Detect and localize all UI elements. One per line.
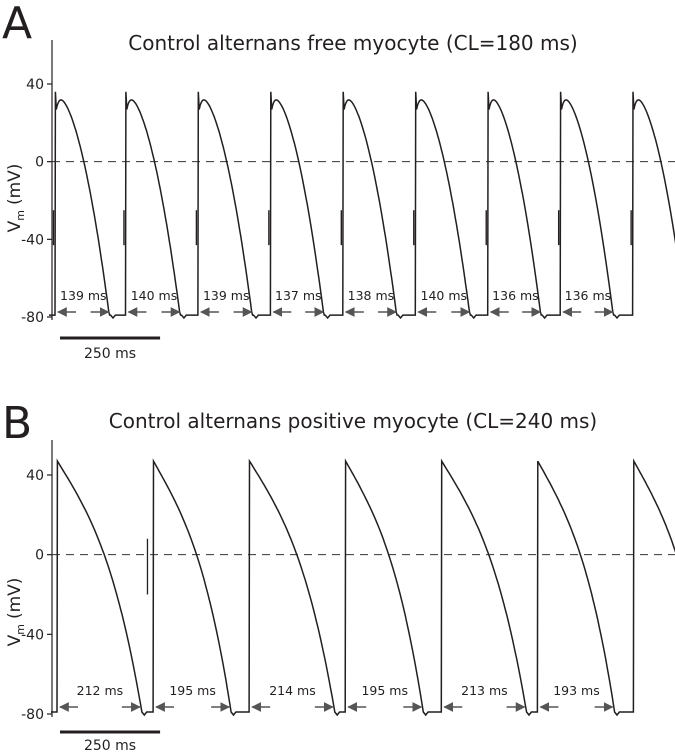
panel-b-ytick-label: -80: [21, 707, 44, 723]
panel-b-ytick-label: 0: [35, 548, 44, 564]
panel-a-apd-label: 139 ms: [203, 288, 250, 303]
panel-b-apd-label: 195 ms: [169, 683, 216, 698]
panel-a-ytick-label: 40: [26, 77, 44, 93]
panel-b-ylabel: Vm (mV): [5, 578, 27, 647]
panel-a-apd-label: 138 ms: [348, 288, 395, 303]
panel-b-apd-label: 195 ms: [361, 683, 408, 698]
panel-a-ylabel-sub: m: [14, 210, 27, 221]
panel-b-apd-label: 214 ms: [269, 683, 316, 698]
panel-a: A Control alternans free myocyte (CL=180…: [2, 0, 675, 362]
panel-b-ytick-label: 40: [26, 468, 44, 484]
panel-a-apd-label: 136 ms: [565, 288, 612, 303]
panel-b-ytick-label: -40: [21, 627, 44, 643]
panel-a-voltage-trace: [49, 91, 675, 320]
panel-a-apd-label: 139 ms: [60, 288, 107, 303]
panel-b-apd-label: 193 ms: [553, 683, 600, 698]
panel-a-apd-label: 140 ms: [421, 288, 468, 303]
panel-a-ylabel: Vm (mV): [5, 164, 27, 233]
panel-b: B Control alternans positive myocyte (CL…: [2, 398, 675, 753]
panel-b-ylabel-v: V: [5, 634, 25, 646]
panel-a-apd-label: 136 ms: [492, 288, 539, 303]
svg-text:Vm(mV): Vm (mV): [5, 164, 27, 233]
panel-a-ytick-label: -80: [21, 310, 44, 326]
panel-a-scale-bar-label: 250 ms: [84, 346, 136, 362]
panel-b-ylabel-unit: (mV): [5, 578, 25, 619]
panel-b-apd-label: 212 ms: [77, 683, 124, 698]
panel-b-voltage-trace: [51, 458, 675, 717]
panel-a-letter: A: [2, 0, 32, 49]
panel-a-ylabel-v: V: [5, 220, 25, 232]
panel-b-letter: B: [2, 398, 32, 449]
panel-a-apd-label: 140 ms: [131, 288, 178, 303]
panel-b-apd-label: 213 ms: [461, 683, 508, 698]
panel-b-scale-bar: 250 ms: [60, 730, 161, 753]
panel-a-ytick-label: 0: [35, 155, 44, 171]
panel-a-apd-label: 137 ms: [275, 288, 322, 303]
panel-a-scale-bar: 250 ms: [60, 336, 161, 362]
panel-a-ytick-label: -40: [21, 232, 44, 248]
panel-b-title: Control alternans positive myocyte (CL=2…: [109, 409, 597, 433]
panel-a-title: Control alternans free myocyte (CL=180 m…: [128, 31, 577, 55]
panel-a-ylabel-unit: (mV): [5, 164, 25, 205]
panel-b-ylabel-sub: m: [14, 624, 27, 635]
svg-text:Vm(mV): Vm (mV): [5, 578, 27, 647]
panel-b-scale-bar-label: 250 ms: [84, 738, 136, 753]
